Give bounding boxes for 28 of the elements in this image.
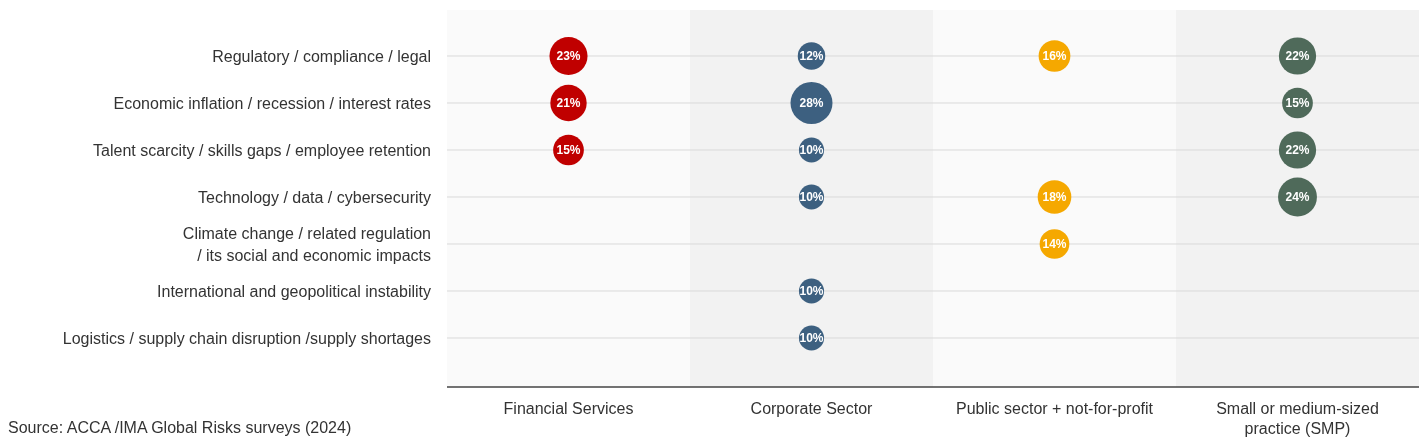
data-label: 22% bbox=[1285, 143, 1310, 157]
source-note: Source: ACCA /IMA Global Risks surveys (2024) bbox=[8, 419, 352, 436]
x-tick-label: Small or medium-sized practice (SMP) bbox=[1216, 400, 1379, 437]
data-label: 28% bbox=[799, 96, 824, 110]
data-label: 23% bbox=[556, 49, 581, 63]
data-label: 15% bbox=[1285, 96, 1310, 110]
data-label: 10% bbox=[799, 190, 824, 204]
data-label: 18% bbox=[1042, 190, 1067, 204]
data-label: 22% bbox=[1285, 49, 1310, 63]
x-tick-label: Public sector + not-for-profit bbox=[956, 400, 1154, 417]
data-label: 16% bbox=[1042, 49, 1067, 63]
x-tick-label: Financial Services bbox=[503, 400, 634, 417]
y-tick-label: Regulatory / compliance / legal bbox=[212, 47, 431, 65]
data-label: 14% bbox=[1042, 237, 1067, 251]
data-label: 10% bbox=[799, 284, 824, 298]
data-label: 24% bbox=[1285, 190, 1310, 204]
x-tick-label: Corporate Sector bbox=[750, 400, 874, 417]
data-label: 15% bbox=[556, 143, 581, 157]
data-label: 21% bbox=[556, 96, 581, 110]
y-tick-label: Economic inflation / recession / interest rates bbox=[113, 94, 431, 112]
data-label: 10% bbox=[799, 331, 824, 345]
data-label: 10% bbox=[799, 143, 824, 157]
y-tick-label: Technology / data / cybersecurity bbox=[197, 188, 431, 206]
y-tick-label: Logistics / supply chain disruption /supply shortages bbox=[62, 329, 431, 347]
y-tick-label: International and geopolitical instability bbox=[157, 282, 431, 300]
y-tick-label: Climate change / related regulation / its social and economic impacts bbox=[182, 224, 431, 264]
data-label: 12% bbox=[799, 49, 824, 63]
y-tick-label: Talent scarcity / skills gaps / employee retention bbox=[93, 141, 431, 159]
